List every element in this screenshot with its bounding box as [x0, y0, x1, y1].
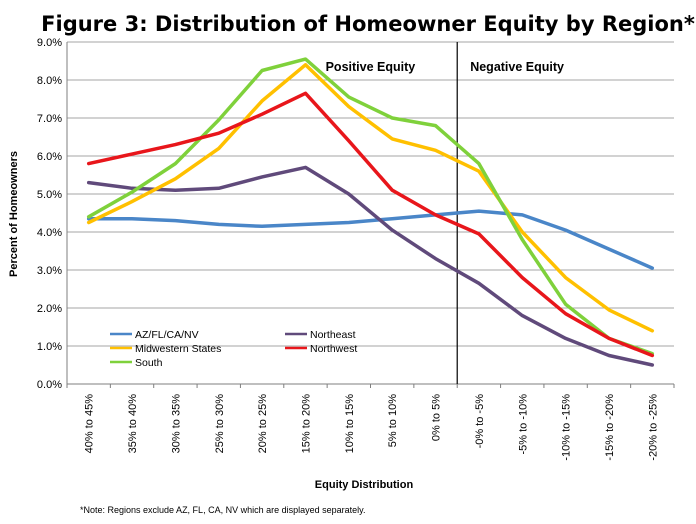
series-lines — [86, 57, 655, 367]
gridlines — [67, 41, 674, 347]
y-tick-label: 5.0% — [37, 189, 62, 201]
footnote: *Note: Regions exclude AZ, FL, CA, NV wh… — [80, 505, 365, 515]
y-tick-label: 0.0% — [37, 379, 62, 391]
x-tick-label: 35% to 40% — [127, 394, 139, 454]
x-tick-label: 10% to 15% — [344, 394, 356, 454]
x-tick-label: 5% to 10% — [387, 394, 399, 447]
x-tick-label: 0% to 5% — [431, 394, 443, 441]
x-tick-label: -20% to -25% — [647, 394, 659, 461]
y-tick-label: 6.0% — [37, 151, 62, 163]
y-axis-label: Percent of Homeowners — [8, 151, 20, 277]
legend-label: AZ/FL/CA/NV — [135, 329, 199, 341]
x-tick-label: 40% to 45% — [84, 394, 96, 454]
series-line — [86, 63, 655, 333]
y-tick-labels: 0.0% 1.0% 2.0% 3.0% 4.0% 5.0% 6.0% 7.0% 8.0% 9.0% — [37, 37, 62, 391]
y-tick-label: 4.0% — [37, 227, 62, 239]
series-line — [86, 57, 655, 356]
region-label: Positive Equity — [326, 60, 416, 74]
x-tick-label: 25% to 30% — [214, 394, 226, 454]
y-tick-label: 1.0% — [37, 341, 62, 353]
series-line — [86, 209, 655, 270]
y-tick-label: 7.0% — [37, 113, 62, 125]
x-axis-label: Equity Distribution — [315, 479, 414, 491]
y-tick-label: 8.0% — [37, 75, 62, 87]
x-tick-label: 30% to 35% — [170, 394, 182, 454]
region-labels: Positive Equity Negative Equity — [326, 60, 564, 74]
legend-label: South — [135, 357, 163, 369]
region-label: Negative Equity — [470, 60, 564, 74]
legend-label: Northeast — [310, 329, 356, 341]
x-tick-label: -15% to -20% — [604, 394, 616, 461]
x-tick-label: 15% to 20% — [300, 394, 312, 454]
chart-title: Figure 3: Distribution of Homeowner Equi… — [41, 12, 695, 36]
y-tick-label: 3.0% — [37, 265, 62, 277]
x-tick-label: -0% to -5% — [474, 394, 486, 449]
x-tick-label: 20% to 25% — [257, 394, 269, 454]
x-tick-labels: 40% to 45% 35% to 40% 30% to 35% 25% to 30%… — [84, 394, 660, 461]
x-tick-label: -10% to -15% — [561, 394, 573, 461]
legend: AZ/FL/CA/NV Northeast Midwestern States Nor… — [110, 329, 357, 369]
y-tick-label: 2.0% — [37, 303, 62, 315]
series-line — [86, 165, 655, 367]
legend-label: Midwestern States — [135, 343, 221, 355]
y-tick-label: 9.0% — [37, 37, 62, 49]
legend-label: Northwest — [310, 343, 357, 355]
series-line — [86, 91, 655, 358]
x-tick-label: -5% to -10% — [517, 394, 529, 455]
